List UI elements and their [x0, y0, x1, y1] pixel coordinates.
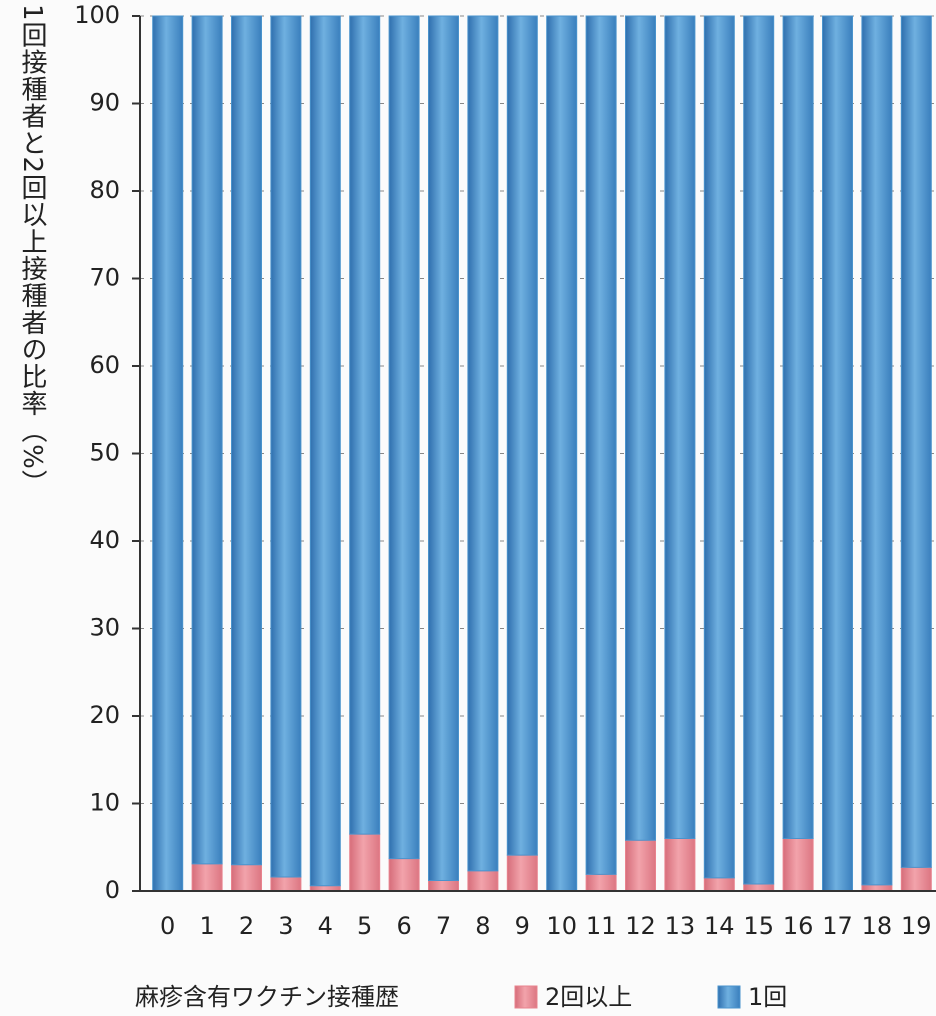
- x-tick-label: 19: [901, 912, 932, 940]
- x-tick-label: 10: [546, 912, 577, 940]
- bar-segment: [428, 880, 459, 892]
- x-tick-label: 7: [436, 912, 451, 940]
- bar-segment: [625, 839, 656, 892]
- bar-segment: [270, 876, 302, 892]
- bar-segment: [349, 833, 381, 892]
- bar-segment: [506, 15, 538, 856]
- bar-segment: [428, 15, 459, 881]
- bar-segment: [743, 15, 775, 885]
- x-tick-label: 0: [160, 912, 175, 940]
- bar-segment: [546, 15, 578, 892]
- legend-label: 2回以上: [545, 983, 632, 1011]
- y-tick-label: 20: [89, 701, 120, 729]
- x-tick-label: 15: [743, 912, 774, 940]
- bar-segment: [231, 15, 262, 866]
- bar-segment: [585, 873, 617, 892]
- bar-segment: [900, 15, 932, 868]
- y-tick-label: 50: [89, 439, 120, 467]
- legend-swatch: [717, 985, 741, 1009]
- x-tick-label: 6: [396, 912, 411, 940]
- x-tick-label: 13: [665, 912, 696, 940]
- y-tick-label: 60: [89, 351, 120, 379]
- bar-segment: [467, 15, 499, 872]
- bar-segment: [349, 15, 381, 835]
- bar-segment: [664, 838, 696, 892]
- x-tick-label: 18: [862, 912, 893, 940]
- x-tick-label: 14: [704, 912, 735, 940]
- bar-segment: [703, 877, 735, 892]
- y-tick-label: 100: [74, 1, 120, 29]
- x-tick-label: 9: [515, 912, 530, 940]
- y-tick-label: 40: [89, 526, 120, 554]
- y-tick-label: 30: [89, 614, 120, 642]
- legend-swatch: [514, 985, 538, 1009]
- bar-segment: [664, 15, 696, 839]
- x-tick-label: 1: [199, 912, 214, 940]
- x-tick-label: 5: [357, 912, 372, 940]
- x-tick-label: 11: [586, 912, 617, 940]
- bar-segment: [388, 858, 420, 892]
- bar-segment: [861, 15, 893, 886]
- bar-segment: [152, 15, 184, 892]
- x-tick-label: 16: [783, 912, 814, 940]
- y-axis-label: 1回接種者と2回以上接種者の比率（%）: [17, 4, 47, 497]
- bar-segment: [467, 870, 499, 892]
- bar-segment: [822, 15, 853, 892]
- x-axis-label: 麻疹含有ワクチン接種歴: [135, 983, 399, 1011]
- x-tick-label: 3: [278, 912, 293, 940]
- bar-segment: [743, 883, 775, 892]
- y-tick-label: 0: [105, 876, 120, 904]
- x-tick-label: 8: [475, 912, 490, 940]
- bar-segment: [309, 15, 341, 887]
- bar-segment: [782, 838, 814, 892]
- x-tick-label: 2: [239, 912, 254, 940]
- bar-segment: [270, 15, 302, 878]
- y-tick-label: 90: [89, 89, 120, 117]
- x-tick-label: 12: [625, 912, 656, 940]
- y-tick-label: 80: [89, 176, 120, 204]
- bar-segment: [782, 15, 814, 839]
- y-tick-label: 10: [89, 789, 120, 817]
- bar-segment: [191, 15, 223, 865]
- y-tick-label: 70: [89, 264, 120, 292]
- bar-segment: [703, 15, 735, 879]
- bar-segment: [506, 854, 538, 892]
- bar-segment: [625, 15, 656, 841]
- bar-segment: [191, 863, 223, 892]
- bar-segment: [900, 866, 932, 892]
- x-tick-label: 17: [822, 912, 853, 940]
- legend-label: 1回: [748, 983, 787, 1011]
- x-tick-label: 4: [318, 912, 333, 940]
- bar-segment: [231, 864, 262, 892]
- bar-segment: [585, 15, 617, 875]
- bar-segment: [388, 15, 420, 860]
